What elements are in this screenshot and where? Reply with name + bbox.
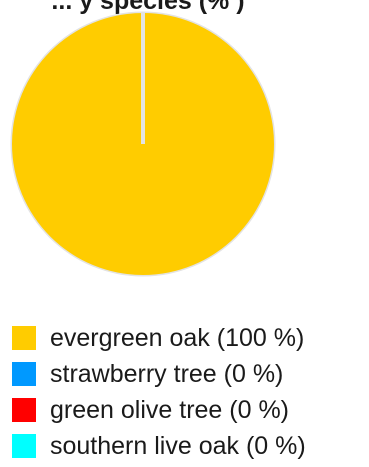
legend-label: southern live oak (0 %): [50, 432, 306, 460]
legend-item: strawberry tree (0 %): [12, 356, 306, 392]
chart-title: ... y species (% ): [51, 0, 245, 15]
legend-label: green olive tree (0 %): [50, 396, 290, 424]
legend-item: southern live oak (0 %): [12, 428, 306, 464]
legend-swatch: [12, 434, 36, 458]
legend-swatch: [12, 326, 36, 350]
legend-label: strawberry tree (0 %): [50, 360, 284, 388]
legend-item: green olive tree (0 %): [12, 392, 306, 428]
legend-swatch: [12, 398, 36, 422]
pie-chart: [10, 11, 276, 277]
legend-item: evergreen oak (100 %): [12, 320, 306, 356]
legend-label: evergreen oak (100 %): [50, 324, 305, 352]
legend-swatch: [12, 362, 36, 386]
legend: evergreen oak (100 %) strawberry tree (0…: [12, 320, 306, 464]
